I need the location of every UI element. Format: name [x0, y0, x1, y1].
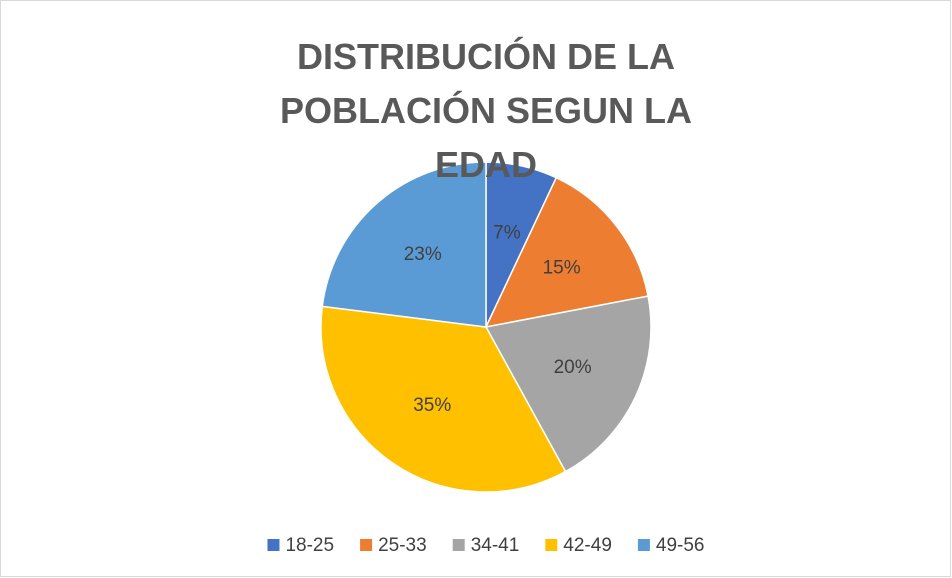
legend-swatch	[267, 539, 280, 551]
legend-label: 25-33	[378, 535, 427, 556]
data-label: 15%	[543, 257, 581, 278]
legend-label: 42-49	[563, 535, 612, 556]
legend-label: 18-25	[285, 535, 334, 556]
pie-slice	[484, 295, 652, 473]
chart-title: DISTRIBUCIÓN DE LA POBLACIÓN SEGUN LA ED…	[279, 36, 692, 185]
legend-swatch	[545, 539, 558, 551]
legend-label: 49-56	[656, 535, 705, 556]
pie-slice	[321, 161, 487, 328]
pie-slice	[320, 305, 567, 493]
legend-swatch	[452, 539, 465, 551]
legend-swatch	[637, 539, 650, 551]
pie-slice	[484, 176, 649, 329]
data-label: 35%	[413, 395, 451, 416]
legend-swatch	[360, 539, 373, 551]
data-label: 20%	[554, 357, 592, 378]
legend-label: 34-41	[471, 535, 520, 556]
data-label: 23%	[404, 244, 442, 265]
data-label: 7%	[493, 223, 521, 244]
